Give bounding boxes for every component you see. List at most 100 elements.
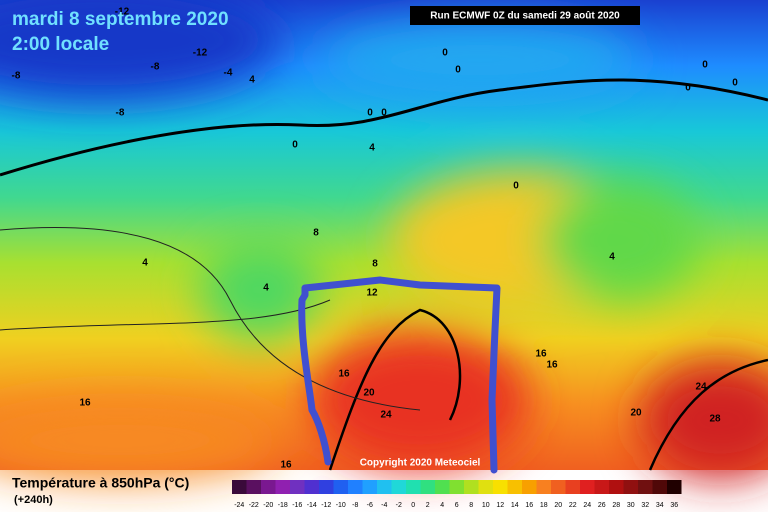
legend-title: Température à 850hPa (°C) [12, 475, 189, 491]
contour-label: 4 [142, 258, 148, 269]
scale-swatch [362, 480, 377, 494]
contour-label: 28 [709, 414, 721, 425]
scale-label: 28 [612, 502, 620, 509]
scale-label: 12 [496, 502, 504, 509]
scale-swatch [623, 480, 638, 494]
scale-label: -4 [381, 502, 387, 509]
scale-label: -22 [249, 502, 259, 509]
contour-label: 8 [313, 228, 319, 239]
scale-label: 26 [598, 502, 606, 509]
scale-swatch [435, 480, 450, 494]
contour-label: -4 [224, 68, 233, 79]
scale-label: -18 [278, 502, 288, 509]
scale-label: -20 [263, 502, 273, 509]
contour-label: -12 [115, 7, 130, 18]
scale-label: 2 [426, 502, 430, 509]
scale-swatch [232, 480, 247, 494]
scale-swatch [638, 480, 653, 494]
scale-swatch [507, 480, 522, 494]
contour-label: 16 [338, 369, 350, 380]
contour-label: 0 [455, 65, 461, 76]
scale-swatch [406, 480, 421, 494]
map [0, 0, 768, 480]
contour-label: 0 [702, 60, 708, 71]
contour-label: 0 [685, 83, 691, 94]
scale-label: -2 [396, 502, 402, 509]
scale-label: 16 [525, 502, 533, 509]
contour-label: 4 [609, 252, 615, 263]
scale-swatch [609, 480, 624, 494]
scale-label: 34 [656, 502, 664, 509]
scale-label: -14 [307, 502, 317, 509]
contour-label: 20 [630, 408, 642, 419]
scale-label: 36 [670, 502, 678, 509]
scale-label: 4 [440, 502, 444, 509]
map-time: 2:00 locale [12, 34, 109, 55]
contour-label: 4 [263, 283, 269, 294]
map-date: mardi 8 septembre 2020 [12, 9, 229, 30]
scale-swatch [420, 480, 435, 494]
scale-swatch [246, 480, 261, 494]
scale-label: -12 [321, 502, 331, 509]
scale-swatch [478, 480, 493, 494]
scale-label: 22 [569, 502, 577, 509]
scale-swatch [652, 480, 667, 494]
contour-label: 4 [249, 75, 255, 86]
scale-label: -10 [336, 502, 346, 509]
copyright: Copyright 2020 Meteociel [360, 458, 481, 469]
scale-swatch [667, 480, 682, 494]
contour-label: 16 [79, 398, 91, 409]
contour-label: 4 [369, 143, 375, 154]
contour-label: -8 [116, 108, 125, 119]
contour-label: 16 [546, 360, 558, 371]
run-info: Run ECMWF 0Z du samedi 29 août 2020 [430, 11, 620, 22]
scale-label: 10 [482, 502, 490, 509]
contour-label: -8 [151, 62, 160, 73]
scale-swatch [275, 480, 290, 494]
scale-swatch [493, 480, 508, 494]
scale-label: 14 [511, 502, 519, 509]
contour-label: 0 [732, 78, 738, 89]
scale-swatch [580, 480, 595, 494]
contour-label: -8 [12, 71, 21, 82]
contour-label: 16 [280, 460, 292, 471]
scale-label: -16 [292, 502, 302, 509]
contour-label: 8 [372, 259, 378, 270]
scale-label: 8 [469, 502, 473, 509]
scale-label: 6 [455, 502, 459, 509]
scale-label: -24 [234, 502, 244, 509]
scale-swatch [565, 480, 580, 494]
contour-label: 0 [513, 181, 519, 192]
scale-label: 32 [641, 502, 649, 509]
contour-label: 0 [292, 140, 298, 151]
contour-label: 0 [367, 108, 373, 119]
scale-swatch [348, 480, 363, 494]
scale-swatch [551, 480, 566, 494]
scale-label: -8 [352, 502, 358, 509]
contour-label: 20 [363, 388, 375, 399]
contour-label: 12 [366, 288, 378, 299]
scale-label: 18 [540, 502, 548, 509]
scale-swatch [536, 480, 551, 494]
color-scale: -24 -22 -20 -18 -16 -14 -12 -10 -8 -6 -4 -2 0 2 4 6 8 10 1… [232, 480, 682, 509]
contour-label: -12 [193, 48, 208, 59]
scale-swatch [261, 480, 276, 494]
scale-swatch [377, 480, 392, 494]
legend-subtitle: (+240h) [14, 494, 53, 506]
scale-swatch [449, 480, 464, 494]
scale-label: 30 [627, 502, 635, 509]
scale-swatch [594, 480, 609, 494]
contour-label: 24 [695, 382, 707, 393]
scale-swatch [464, 480, 479, 494]
scale-swatch [290, 480, 305, 494]
contour-label: 24 [380, 410, 392, 421]
scale-label: -6 [367, 502, 373, 509]
scale-label: 24 [583, 502, 591, 509]
scale-swatch [333, 480, 348, 494]
contour-label: 0 [381, 108, 387, 119]
scale-swatch [391, 480, 406, 494]
contour-label: 16 [535, 349, 547, 360]
scale-label: 0 [411, 502, 415, 509]
